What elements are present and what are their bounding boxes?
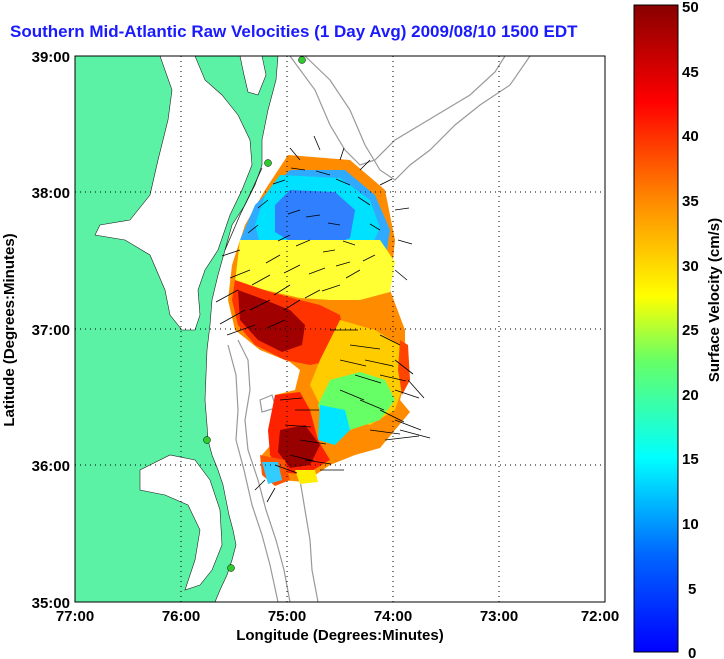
colorbar-tick: 25 bbox=[682, 322, 699, 339]
x-tick-label: 72:00 bbox=[581, 608, 619, 625]
colorbar-tick: 20 bbox=[682, 387, 699, 404]
colorbar-tick: 0 bbox=[688, 645, 696, 659]
colorbar-gradient bbox=[633, 4, 679, 653]
x-tick-label: 75:00 bbox=[268, 608, 306, 625]
colorbar-tick: 40 bbox=[682, 128, 699, 145]
x-tick-label: 73:00 bbox=[480, 608, 518, 625]
colorbar-tick: 30 bbox=[682, 258, 699, 275]
bathymetry-contour bbox=[304, 56, 531, 181]
colorbar-tick: 5 bbox=[688, 581, 696, 598]
colorbar-label: Surface Velocity (cm/s) bbox=[706, 218, 723, 382]
grid-lines bbox=[75, 56, 605, 602]
colorbar-tick: 50 bbox=[682, 0, 699, 16]
radar-stations bbox=[203, 56, 306, 572]
x-axis-label: Longitude (Degrees:Minutes) bbox=[236, 627, 444, 644]
y-axis: 39:00 38:00 37:00 36:00 35:00 Latitude (… bbox=[1, 49, 70, 612]
pamlico-sound bbox=[139, 454, 223, 591]
colorbar-tick: 45 bbox=[682, 64, 699, 81]
chesapeake-bay bbox=[94, 56, 253, 331]
y-tick-label: 39:00 bbox=[32, 49, 70, 66]
colorbar-tick: 10 bbox=[682, 516, 699, 533]
y-tick-label: 37:00 bbox=[32, 322, 70, 339]
velocity-vectors bbox=[215, 135, 431, 503]
y-tick-label: 35:00 bbox=[32, 595, 70, 612]
colorbar-tick: 35 bbox=[682, 193, 699, 210]
x-tick-label: 76:00 bbox=[162, 608, 200, 625]
delaware-bay bbox=[239, 56, 267, 96]
y-axis-label: Latitude (Degrees:Minutes) bbox=[1, 233, 18, 426]
x-axis: 77:00 76:00 75:00 74:00 73:00 72:00 Long… bbox=[56, 608, 619, 644]
map-title: Southern Mid-Atlantic Raw Velocities (1 … bbox=[10, 22, 578, 41]
x-tick-label: 74:00 bbox=[374, 608, 412, 625]
colorbar: 50 45 40 35 30 25 20 15 10 5 0 Surface V… bbox=[633, 0, 723, 659]
velocity-field bbox=[228, 155, 410, 486]
plot-frame bbox=[74, 55, 606, 603]
y-tick-label: 36:00 bbox=[32, 458, 70, 475]
x-tick-label: 77:00 bbox=[56, 608, 94, 625]
y-tick-label: 38:00 bbox=[32, 185, 70, 202]
colorbar-tick: 15 bbox=[682, 451, 699, 468]
